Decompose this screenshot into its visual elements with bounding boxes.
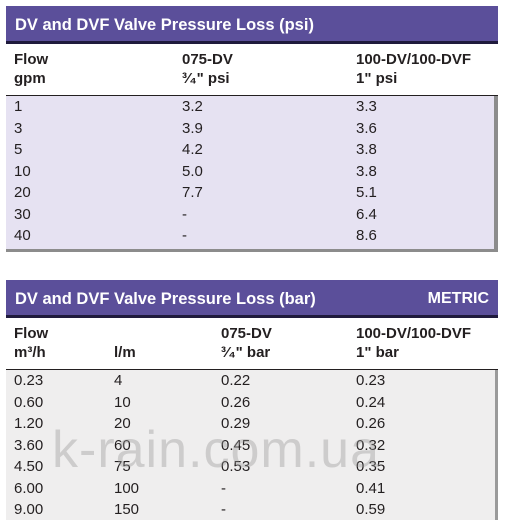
bar-table-cell: 6.00: [14, 479, 44, 497]
psi-table-body: 1 3.2 3.3 3 3.9 3.6 5 4.2 3.8 10 5.0 3.8 20 7.7 5.1 30 -…: [6, 96, 498, 252]
psi-table-cell: 4.2: [182, 141, 203, 158]
bar-table-row: 3.60 60 0.45 0.32: [6, 435, 495, 457]
bar-table-cell: 0.41: [356, 479, 386, 497]
bar-table-header: Flow m³/h l/m 075-DV ³⁄₄" bar 100-DV/100…: [6, 318, 498, 370]
bar-table-cell: 4: [114, 372, 123, 389]
bar-header-100dvf-line2: 1" bar: [356, 344, 399, 361]
psi-table-cell: 3.3: [356, 98, 377, 115]
bar-table-cell: 75: [114, 458, 131, 475]
psi-table-row: 10 5.0 3.8: [6, 161, 494, 183]
psi-table-cell: 30: [14, 205, 31, 223]
psi-table-cell: 3.9: [182, 119, 203, 137]
bar-table-row: 0.60 10 0.26 0.24: [6, 392, 495, 414]
bar-header-flow-line2: m³/h: [14, 344, 46, 361]
bar-table-cell: 1.20: [14, 415, 44, 432]
psi-table-cell: 5: [14, 141, 23, 158]
psi-table-cell: 3.6: [356, 119, 377, 137]
bar-table-row: 9.00 150 - 0.59: [6, 499, 495, 521]
psi-table-title: DV and DVF Valve Pressure Loss (psi): [6, 6, 498, 44]
bar-header-lm-line2: l/m: [114, 344, 136, 361]
psi-table-cell: 5.0: [182, 162, 203, 180]
psi-table-cell: 3.8: [356, 162, 377, 180]
psi-header-100dvf-line1: 100-DV/100-DVF: [356, 51, 472, 68]
bar-table-cell: 0.26: [356, 415, 386, 432]
bar-table-cell: 20: [114, 415, 131, 432]
psi-table-row: 40 - 8.6: [6, 225, 494, 247]
pressure-loss-bar-table: DV and DVF Valve Pressure Loss (bar) MET…: [6, 280, 498, 520]
psi-table-cell: 10: [14, 162, 31, 180]
bar-header-075dv-line2: ³⁄₄" bar: [221, 344, 271, 361]
psi-header-flow-line1: Flow: [14, 51, 49, 68]
bar-header-flow-line1: Flow: [14, 325, 49, 342]
bar-table-cell: 0.23: [356, 372, 386, 389]
bar-table-cell: 9.00: [14, 501, 44, 518]
psi-table-cell: 40: [14, 227, 31, 244]
psi-header-flow: Flow gpm: [14, 50, 48, 88]
psi-table-row: 30 - 6.4: [6, 204, 494, 226]
bar-table-cell: 0.24: [356, 393, 386, 411]
bar-table-cell: 0.45: [221, 436, 251, 454]
bar-table-cell: 0.32: [356, 436, 386, 454]
psi-table-cell: 8.6: [356, 227, 377, 244]
psi-header-075dv-line1: 075-DV: [182, 51, 233, 68]
metric-label: METRIC: [427, 290, 489, 307]
bar-table-cell: 10: [114, 393, 131, 411]
bar-table-row: 1.20 20 0.29 0.26: [6, 413, 495, 435]
psi-header-075dv-line2: ³⁄₄" psi: [182, 70, 230, 87]
bar-header-075dv: 075-DV ³⁄₄" bar: [221, 324, 272, 362]
psi-table-cell: 3.2: [182, 98, 203, 115]
bar-table-body: 0.23 4 0.22 0.23 0.60 10 0.26 0.24 1.20 20 0.29 0.2…: [6, 370, 498, 520]
bar-table-cell: 100: [114, 479, 140, 497]
psi-table-cell: -: [182, 205, 187, 223]
bar-table-title-text: DV and DVF Valve Pressure Loss (bar): [15, 290, 316, 308]
psi-table-cell: 3.8: [356, 141, 377, 158]
psi-table-cell: 3: [14, 119, 23, 137]
psi-table-header: Flow gpm 075-DV ³⁄₄" psi 100-DV/100-DVF …: [6, 44, 498, 96]
bar-table-row: 0.23 4 0.22 0.23: [6, 370, 495, 392]
psi-table-row: 1 3.2 3.3: [6, 96, 494, 118]
bar-header-100dvf-line1: 100-DV/100-DVF: [356, 325, 472, 342]
bar-table-row: 6.00 100 - 0.41: [6, 478, 495, 500]
bar-table-cell: 60: [114, 436, 131, 454]
bar-table-cell: 0.35: [356, 458, 386, 475]
bar-table-cell: -: [221, 501, 226, 518]
psi-table-row: 3 3.9 3.6: [6, 118, 494, 140]
psi-header-flow-line2: gpm: [14, 70, 46, 87]
psi-header-100dvf: 100-DV/100-DVF 1" psi: [356, 50, 471, 88]
psi-table-cell: 1: [14, 98, 23, 115]
bar-table-title: DV and DVF Valve Pressure Loss (bar) MET…: [6, 280, 498, 318]
psi-header-100dvf-line2: 1" psi: [356, 70, 398, 87]
bar-table-row: 4.50 75 0.53 0.35: [6, 456, 495, 478]
pressure-loss-psi-table: DV and DVF Valve Pressure Loss (psi) Flo…: [6, 6, 498, 252]
psi-table-cell: 20: [14, 184, 31, 201]
bar-table-cell: 0.22: [221, 372, 251, 389]
bar-table-cell: 3.60: [14, 436, 44, 454]
bar-header-100dvf: 100-DV/100-DVF 1" bar: [356, 324, 471, 362]
psi-table-row: 20 7.7 5.1: [6, 182, 494, 204]
bar-table-cell: 0.26: [221, 393, 251, 411]
bar-table-cell: 4.50: [14, 458, 44, 475]
psi-table-cell: 5.1: [356, 184, 377, 201]
bar-table-cell: -: [221, 479, 226, 497]
bar-table-cell: 0.53: [221, 458, 251, 475]
bar-table-cell: 0.23: [14, 372, 44, 389]
bar-table-cell: 0.29: [221, 415, 251, 432]
bar-header-lm: l/m: [114, 324, 136, 362]
bar-table-cell: 150: [114, 501, 140, 518]
bar-header-flow: Flow m³/h: [14, 324, 48, 362]
bar-header-075dv-line1: 075-DV: [221, 325, 272, 342]
psi-table-cell: -: [182, 227, 187, 244]
bar-table-cell: 0.60: [14, 393, 44, 411]
psi-table-cell: 6.4: [356, 205, 377, 223]
psi-table-cell: 7.7: [182, 184, 203, 201]
psi-table-row: 5 4.2 3.8: [6, 139, 494, 161]
bar-table-cell: 0.59: [356, 501, 386, 518]
psi-header-075dv: 075-DV ³⁄₄" psi: [182, 50, 233, 88]
